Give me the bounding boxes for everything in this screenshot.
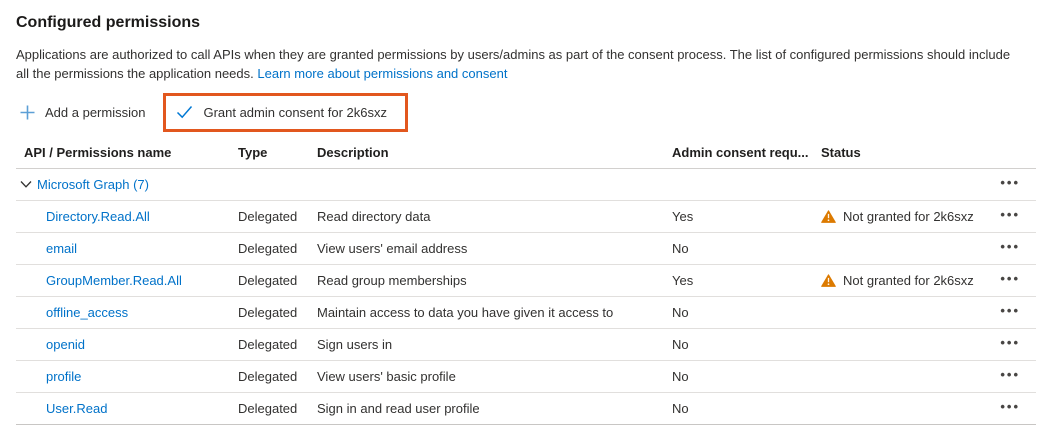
table-header-row: API / Permissions name Type Description … xyxy=(16,137,1036,169)
more-options-icon[interactable]: ••• xyxy=(1000,335,1020,350)
permission-description: Maintain access to data you have given i… xyxy=(317,305,614,320)
more-options-icon[interactable]: ••• xyxy=(1000,207,1020,222)
permission-type: Delegated xyxy=(238,209,298,224)
table-row: openid Delegated Sign users in No ••• xyxy=(16,329,1036,361)
learn-more-link[interactable]: Learn more about permissions and consent xyxy=(257,66,508,81)
admin-consent-value: No xyxy=(672,241,689,256)
permission-type: Delegated xyxy=(238,369,298,384)
permissions-toolbar: Add a permission Grant admin consent for… xyxy=(16,92,1036,132)
permission-type: Delegated xyxy=(238,273,298,288)
permission-name-link[interactable]: Directory.Read.All xyxy=(46,209,150,224)
permission-description: View users' email address xyxy=(317,241,468,256)
grant-admin-consent-label: Grant admin consent for 2k6sxz xyxy=(203,104,387,120)
configured-permissions-panel: Configured permissions Applications are … xyxy=(16,14,1036,425)
header-status[interactable]: Status xyxy=(821,145,861,160)
permission-name-link[interactable]: User.Read xyxy=(46,401,108,416)
page-title: Configured permissions xyxy=(16,14,201,31)
add-permission-button[interactable]: Add a permission xyxy=(16,99,153,126)
header-admin-consent-required[interactable]: Admin consent requ... xyxy=(672,145,809,160)
page-description: Applications are authorized to call APIs… xyxy=(16,45,1011,83)
table-row: Directory.Read.All Delegated Read direct… xyxy=(16,201,1036,233)
permission-type: Delegated xyxy=(238,401,298,416)
status-text: Not granted for 2k6sxz xyxy=(843,209,974,224)
table-row: profile Delegated View users' basic prof… xyxy=(16,361,1036,393)
grant-admin-consent-button[interactable]: Grant admin consent for 2k6sxz xyxy=(172,99,395,126)
admin-consent-value: No xyxy=(672,401,689,416)
more-options-icon[interactable]: ••• xyxy=(1000,367,1020,382)
table-row: offline_access Delegated Maintain access… xyxy=(16,297,1036,329)
header-type[interactable]: Type xyxy=(238,145,268,160)
header-api-permissions-name[interactable]: API / Permissions name xyxy=(24,145,172,160)
permission-name-link[interactable]: GroupMember.Read.All xyxy=(46,273,182,288)
admin-consent-value: No xyxy=(672,369,689,384)
admin-consent-value: Yes xyxy=(672,273,694,288)
permission-description: Sign in and read user profile xyxy=(317,401,480,416)
checkmark-icon xyxy=(176,105,193,119)
permission-description: Read group memberships xyxy=(317,273,467,288)
more-options-icon[interactable]: ••• xyxy=(1000,303,1020,318)
table-row: User.Read Delegated Sign in and read use… xyxy=(16,393,1036,425)
chevron-down-icon[interactable] xyxy=(20,180,32,189)
more-options-icon[interactable]: ••• xyxy=(1000,239,1020,254)
warning-icon xyxy=(821,274,836,287)
status-text: Not granted for 2k6sxz xyxy=(843,273,974,288)
plus-icon xyxy=(20,105,35,120)
permission-type: Delegated xyxy=(238,305,298,320)
permission-type: Delegated xyxy=(238,241,298,256)
warning-icon xyxy=(821,210,836,223)
permission-type: Delegated xyxy=(238,337,298,352)
table-row: GroupMember.Read.All Delegated Read grou… xyxy=(16,265,1036,297)
api-group-row[interactable]: Microsoft Graph (7) ••• xyxy=(16,169,1036,201)
permission-description: View users' basic profile xyxy=(317,369,456,384)
permissions-table: API / Permissions name Type Description … xyxy=(16,137,1036,425)
add-permission-label: Add a permission xyxy=(45,104,146,120)
permission-name-link[interactable]: offline_access xyxy=(46,305,129,320)
permission-description: Read directory data xyxy=(317,209,431,224)
admin-consent-value: No xyxy=(672,305,689,320)
page-description-text: Applications are authorized to call APIs… xyxy=(16,47,1011,81)
permission-description: Sign users in xyxy=(317,337,393,352)
admin-consent-value: Yes xyxy=(672,209,694,224)
permission-name-link[interactable]: profile xyxy=(46,369,82,384)
grant-admin-consent-highlight: Grant admin consent for 2k6sxz xyxy=(163,92,408,132)
more-options-icon[interactable]: ••• xyxy=(1000,271,1020,286)
more-options-icon[interactable]: ••• xyxy=(1000,399,1020,414)
api-group-link[interactable]: Microsoft Graph (7) xyxy=(37,177,149,192)
admin-consent-value: No xyxy=(672,337,689,352)
more-options-icon[interactable]: ••• xyxy=(1000,175,1020,190)
permission-name-link[interactable]: openid xyxy=(46,337,86,352)
table-row: email Delegated View users' email addres… xyxy=(16,233,1036,265)
header-description[interactable]: Description xyxy=(317,145,389,160)
permission-name-link[interactable]: email xyxy=(46,241,78,256)
